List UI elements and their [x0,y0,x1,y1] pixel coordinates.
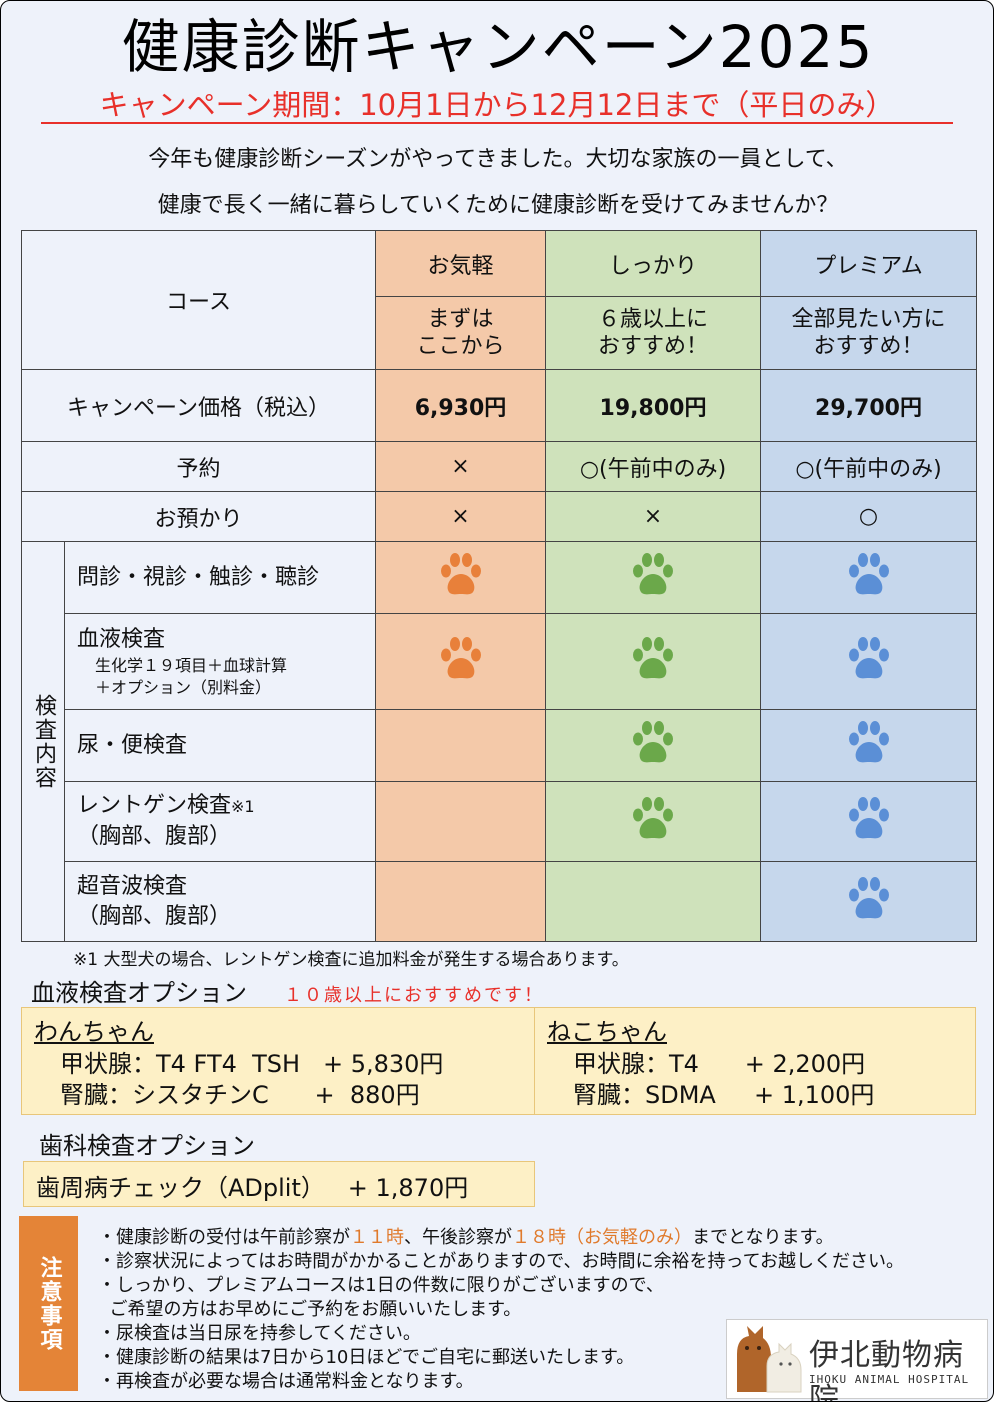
paw-icon [844,874,894,924]
price-premium: 29,700円 [760,369,977,442]
inspection-name: 尿・便検査 [64,709,376,782]
inspection-group-label: 検査内容 [21,541,65,942]
inspection-name: 問診・視診・触診・聴診 [64,541,376,614]
paw-icon [628,634,678,684]
course-name-premium: プレミアム [760,230,977,297]
boarding-label: お預かり [21,491,376,542]
cat-dog-logo-icon [737,1326,802,1393]
inspection-row: 検査内容 問診・視診・触診・聴診 [21,541,977,942]
paw-icon [436,874,486,924]
blood-option-recommend: １０歳以上におすすめです！ [284,985,544,1006]
paw-icon [436,718,486,768]
course-rec-shikkari: ６歳以上に おすすめ！ [545,296,761,370]
cat-option-box: ねこちゃん 甲状腺：T4 + 2,200円 腎臓：SDMA + 1,100円 [534,1007,976,1115]
paw-icon [628,794,678,844]
dog-option-line: 甲状腺：T4 FT4 TSH + 5,830円 [60,1050,444,1078]
dog-option-line: 腎臓：シスタチンC + 880円 [60,1081,420,1109]
notice-line: ・診察状況によってはお時間がかかることがありますので、お時間に余裕を持ってお越し… [98,1251,905,1272]
course-rec-okigaru: まずは ここから [375,296,546,370]
inspection-cell [760,861,977,942]
inspection-cell [375,613,546,710]
dental-option-title: 歯科検査オプション [39,1132,255,1160]
cat-option-line: 甲状腺：T4 + 2,200円 [573,1050,866,1078]
inspection-cell [545,861,761,942]
blood-option-title: 血液検査オプション [31,979,247,1007]
dog-option-head: わんちゃん [34,1018,154,1046]
reserve-label: 予約 [21,441,376,492]
inspection-row: 尿・便検査 [22,709,977,782]
hospital-name-en: IHOKU ANIMAL HOSPITAL [809,1373,970,1386]
period-underline [41,122,953,124]
notice-tab: 注意事項 [19,1216,78,1391]
boarding-shikkari: × [545,491,761,542]
price-shikkari: 19,800円 [545,369,761,442]
dog-option-box: わんちゃん 甲状腺：T4 FT4 TSH + 5,830円 腎臓：シスタチンC … [21,1007,536,1115]
paw-icon [436,794,486,844]
notice-line: ・再検査が必要な場合は通常料金となります。 [98,1371,474,1392]
course-label: コース [21,230,376,370]
inspection-row: 超音波検査 （胸部、腹部） [22,861,977,942]
paw-icon [436,634,486,684]
paw-icon [844,550,894,600]
inspection-cell [545,541,761,614]
hospital-logo: 伊北動物病院 IHOKU ANIMAL HOSPITAL [726,1319,988,1402]
cat-option-line: 腎臓：SDMA + 1,100円 [573,1081,875,1109]
price-label: キャンペーン価格（税込） [21,369,376,442]
reserve-okigaru: × [375,441,546,492]
inspection-name: レントゲン検査※1 （胸部、腹部） [64,781,376,862]
paw-icon [844,634,894,684]
inspection-cell [760,709,977,782]
inspection-cell [760,613,977,710]
course-name-shikkari: しっかり [545,230,761,297]
inspection-cell [760,541,977,614]
intro-line-1: 今年も健康診断シーズンがやってきました。大切な家族の一員として、 [148,147,848,172]
inspection-cell [375,781,546,862]
course-rec-premium: 全部見たい方に おすすめ！ [760,296,977,370]
reserve-premium: ○(午前中のみ) [760,441,977,492]
inspection-cell [375,709,546,782]
inspection-cell [760,781,977,862]
notice-line: ・しっかり、プレミアムコースは1日の件数に限りがございますので、 [98,1275,664,1296]
paw-icon [628,874,678,924]
course-table: コース お気軽 しっかり プレミアム まずは ここから ６歳以上に おすすめ！ 全部… [21,230,977,942]
course-name-okigaru: お気軽 [375,230,546,297]
boarding-okigaru: × [375,491,546,542]
hospital-name: 伊北動物病院 [809,1338,964,1402]
xray-footnote: ※1 大型犬の場合、レントゲン検査に追加料金が発生する場合あります。 [73,950,629,970]
inspection-name: 超音波検査 （胸部、腹部） [64,861,376,942]
paw-icon [436,550,486,600]
paw-icon [628,550,678,600]
inspection-cell [545,781,761,862]
paw-icon [628,718,678,768]
paw-icon [844,794,894,844]
inspection-name: 血液検査 生化学１９項目＋血球計算 ＋オプション（別料金） [64,613,376,710]
campaign-period: キャンペーン期間：10月1日から12月12日まで（平日のみ） [99,88,895,122]
paw-icon [844,718,894,768]
inspection-cell [545,613,761,710]
inspection-cell [545,709,761,782]
page-title: 健康診断キャンペーン2025 [121,13,875,81]
reserve-shikkari: ○(午前中のみ) [545,441,761,492]
inspection-row: レントゲン検査※1 （胸部、腹部） [22,781,977,862]
inspection-row: 血液検査 生化学１９項目＋血球計算 ＋オプション（別料金） [22,613,977,710]
notice-line: ・尿検査は当日尿を持参してください。 [98,1323,421,1344]
notice-line: ・健康診断の受付は午前診察が１１時、午後診察が１８時（お気軽のみ）までとなります… [98,1227,834,1248]
notice-line: ・健康診断の結果は7日から10日ほどでご自宅に郵送いたします。 [98,1347,635,1368]
intro-line-2: 健康で長く一緒に暮らしていくために健康診断を受けてみませんか？ [157,193,839,218]
dental-option-item: 歯周病チェック（ADplit） + 1,870円 [36,1174,469,1202]
cat-option-head: ねこちゃん [547,1018,667,1046]
boarding-premium: ○ [760,491,977,542]
price-okigaru: 6,930円 [375,369,546,442]
inspection-cell [375,541,546,614]
dental-option-box: 歯周病チェック（ADplit） + 1,870円 [23,1161,535,1207]
notice-line: ご希望の方はお早めにご予約をお願いいたします。 [98,1299,522,1320]
inspection-cell [375,861,546,942]
